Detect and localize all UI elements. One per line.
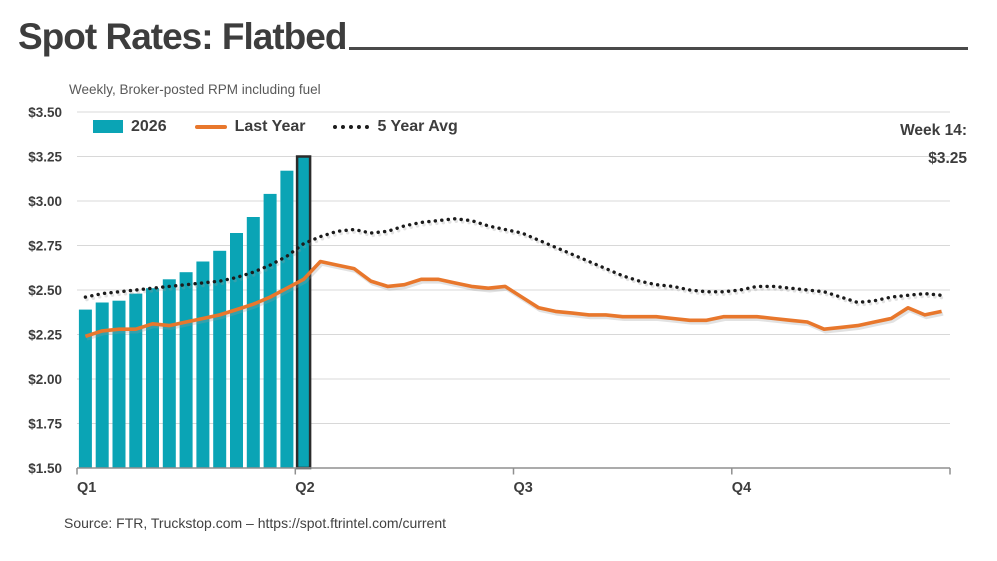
bar-swatch-icon xyxy=(93,120,123,133)
y-tick-label: $3.25 xyxy=(28,150,62,165)
y-tick-label: $1.50 xyxy=(28,461,62,476)
bar xyxy=(112,300,126,468)
chart-subtitle: Weekly, Broker-posted RPM including fuel xyxy=(69,82,321,97)
y-tick-label: $1.75 xyxy=(28,417,62,432)
y-tick-label: $2.75 xyxy=(28,239,62,254)
bar xyxy=(78,309,92,468)
chart-legend: 2026 Last Year 5 Year Avg xyxy=(93,117,458,136)
last-year-line xyxy=(84,259,942,339)
y-tick-label: $2.25 xyxy=(28,328,62,343)
current-week-annotation: Week 14: $3.25 xyxy=(900,117,967,173)
y-tick-label: $3.00 xyxy=(28,194,62,209)
legend-label: 5 Year Avg xyxy=(377,118,458,135)
y-tick-label: $3.50 xyxy=(28,105,62,120)
bar xyxy=(213,250,227,468)
bar xyxy=(246,217,260,468)
x-tick-label: Q4 xyxy=(732,480,751,496)
bar xyxy=(162,279,176,468)
bar xyxy=(196,261,210,468)
x-tick-label: Q2 xyxy=(295,480,314,496)
legend-item-2026: 2026 xyxy=(93,117,167,136)
x-tick-label: Q1 xyxy=(77,480,96,496)
bar xyxy=(179,272,193,468)
line-swatch-icon xyxy=(194,125,227,129)
bar-current-week-highlighted xyxy=(295,155,312,470)
bar xyxy=(146,288,159,468)
source-note: Source: FTR, Truckstop.com – https://spo… xyxy=(64,515,447,531)
title-underline xyxy=(349,47,968,50)
bar xyxy=(129,293,143,468)
bar xyxy=(230,233,243,468)
annotation-value: $3.25 xyxy=(928,149,967,167)
bar xyxy=(95,302,109,468)
dotted-swatch-icon xyxy=(333,125,370,129)
legend-item-5-year-avg: 5 Year Avg xyxy=(333,117,458,136)
legend-item-last-year: Last Year xyxy=(194,117,306,136)
bar xyxy=(280,170,294,468)
bar xyxy=(263,193,277,468)
annotation-week: Week 14: xyxy=(900,122,967,139)
header: Spot Rates: Flatbed xyxy=(18,18,968,55)
legend-label: 2026 xyxy=(131,118,167,135)
five-year-avg-line xyxy=(83,217,944,305)
x-tick-label: Q3 xyxy=(514,480,533,496)
legend-label: Last Year xyxy=(234,118,306,135)
y-tick-label: $2.50 xyxy=(28,283,62,298)
y-tick-label: $2.00 xyxy=(28,372,62,387)
page-title: Spot Rates: Flatbed xyxy=(18,16,347,57)
